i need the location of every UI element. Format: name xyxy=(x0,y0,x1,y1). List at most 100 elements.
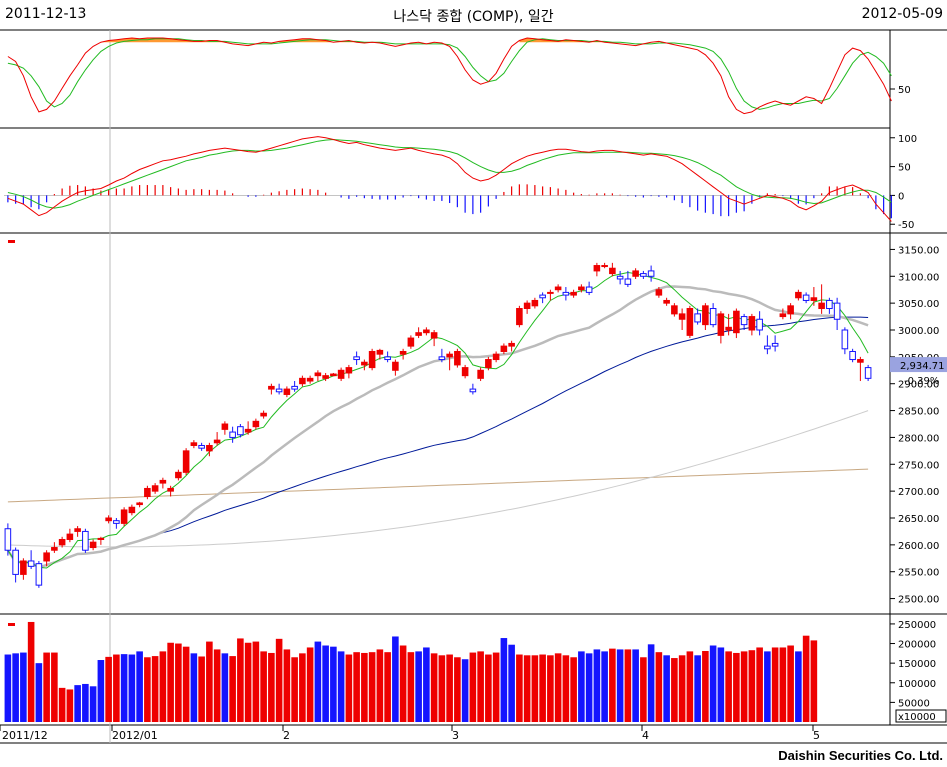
stoch-axis-label: 50 xyxy=(898,85,911,96)
volume-bar xyxy=(492,652,500,722)
volume-bar xyxy=(182,646,190,722)
candle-body xyxy=(733,310,740,334)
candle-body xyxy=(818,302,825,310)
volume-axis-label: 200000 xyxy=(898,640,936,651)
candle-body xyxy=(531,299,539,307)
candle-body xyxy=(647,270,655,277)
candle-body xyxy=(756,318,763,331)
x-label: 2012/01 xyxy=(112,729,158,742)
candle-body xyxy=(593,265,601,272)
volume-bar xyxy=(430,653,438,722)
candle-body xyxy=(384,356,391,361)
volume-bar xyxy=(330,646,337,722)
candle-body xyxy=(66,533,74,540)
candle-body xyxy=(182,450,190,473)
volume-bar xyxy=(190,653,198,722)
candle-body xyxy=(144,487,151,498)
volume-bar xyxy=(275,638,283,722)
candle-body xyxy=(314,372,322,377)
candle-body xyxy=(43,552,50,562)
price-panel: 3150.003100.003050.003000.002950.002900.… xyxy=(4,240,947,606)
volume-bar xyxy=(97,660,105,722)
price-axis-label: 2700.00 xyxy=(898,487,939,498)
candle-body xyxy=(523,302,531,310)
volume-bar xyxy=(345,654,353,722)
volume-bar xyxy=(353,652,360,722)
price-axis-label: 2500.00 xyxy=(898,595,939,606)
volume-bar xyxy=(306,647,314,722)
candle-body xyxy=(841,329,849,350)
candle-body xyxy=(795,291,802,299)
end-date: 2012-05-09 xyxy=(861,6,943,22)
volume-bar xyxy=(268,652,275,722)
candle-body xyxy=(58,538,66,546)
volume-bar xyxy=(58,687,66,722)
volume-bar xyxy=(51,652,58,722)
start-date: 2011-12-13 xyxy=(5,6,87,22)
volume-bar xyxy=(89,686,97,722)
volume-bar xyxy=(314,641,322,722)
volume-bar xyxy=(779,647,787,722)
volume-bar xyxy=(531,655,539,722)
candle-body xyxy=(694,313,701,323)
volume-axis-label: 250000 xyxy=(898,620,936,631)
candle-body xyxy=(113,520,120,524)
candle-body xyxy=(857,359,864,363)
candle-body xyxy=(361,361,368,366)
volume-bar xyxy=(260,651,267,722)
volume-bar xyxy=(671,658,678,722)
candle-body xyxy=(849,350,856,361)
ma60-line xyxy=(7,316,869,568)
volume-bar xyxy=(647,644,655,722)
candle-body xyxy=(12,549,19,575)
volume-bar xyxy=(213,649,221,722)
ma240-line xyxy=(7,468,869,503)
candle-body xyxy=(252,420,260,428)
candle-body xyxy=(554,286,562,291)
volume-bar xyxy=(291,657,298,722)
volume-bar xyxy=(740,651,748,722)
panel-frames xyxy=(0,29,947,744)
candle-body xyxy=(4,528,12,551)
candle-body xyxy=(268,385,275,390)
candle-body xyxy=(500,345,508,352)
volume-bar xyxy=(35,663,43,722)
candle-body xyxy=(477,369,484,379)
candle-body xyxy=(35,563,43,586)
volume-bar xyxy=(508,644,515,722)
candle-body xyxy=(20,560,27,575)
candle-body xyxy=(686,308,694,336)
price-axis-label: 3100.00 xyxy=(898,272,939,283)
volume-bar xyxy=(4,654,12,722)
volume-bar xyxy=(136,651,143,722)
volume-marker xyxy=(8,623,15,626)
macd-axis-label: 50 xyxy=(898,163,911,174)
volume-bar xyxy=(151,656,159,722)
volume-bar xyxy=(361,652,368,722)
volume-bar xyxy=(678,655,686,722)
candle-body xyxy=(616,275,624,280)
candle-body xyxy=(198,444,205,449)
volume-bar xyxy=(299,653,306,722)
stochastic-panel: 50 xyxy=(7,37,911,115)
volume-bar xyxy=(423,647,430,722)
candle-body xyxy=(151,485,159,492)
volume-bar xyxy=(461,659,469,722)
candle-body xyxy=(485,359,492,369)
chart-title: 나스닥 종합 (COMP), 일간 xyxy=(0,6,947,26)
volume-bar xyxy=(562,655,570,722)
macd-axis-label: -50 xyxy=(898,220,914,231)
volume-bar xyxy=(237,638,244,722)
price-axis-label: 2750.00 xyxy=(898,460,939,471)
stoch-k-line xyxy=(7,37,892,115)
chart-title-text: 나스닥 종합 (COMP), 일간 xyxy=(393,9,554,25)
volume-bar xyxy=(516,654,523,722)
volume-bar xyxy=(20,652,27,722)
price-axis-label: 2800.00 xyxy=(898,433,939,444)
volume-bar xyxy=(252,641,260,722)
volume-bar xyxy=(585,653,593,722)
volume-bar xyxy=(802,635,810,722)
candle-body xyxy=(376,349,384,355)
volume-bar xyxy=(523,655,531,722)
